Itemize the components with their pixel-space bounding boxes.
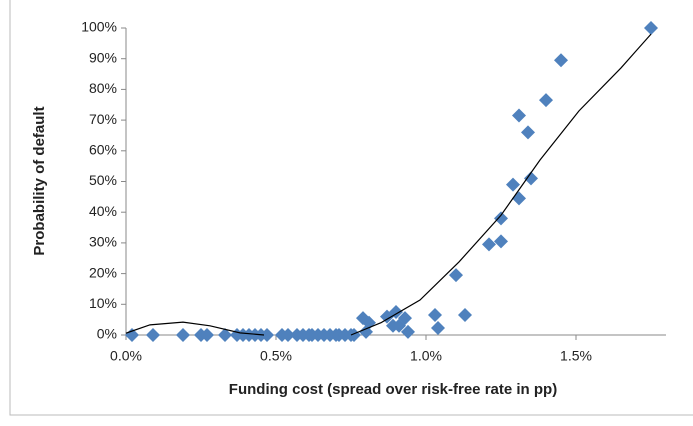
point [521,125,535,140]
y-tick-label: 90% [89,49,117,65]
y-tick-label: 100% [81,19,117,35]
point [554,53,568,68]
point [431,320,445,335]
point [176,328,190,342]
y-tick-label: 40% [89,203,117,219]
point [428,308,442,323]
point [524,171,538,186]
x-axis-label: Funding cost (spread over risk-free rate… [229,381,557,398]
point [260,328,274,342]
point [398,311,412,326]
point [347,328,361,342]
point [494,211,508,226]
point [644,21,658,35]
y-tick-label: 10% [89,295,117,311]
x-tick-label: 1.0% [410,348,442,364]
y-tick-label: 20% [89,264,117,280]
trend-line [125,33,652,336]
frame [9,0,693,416]
y-tick-label: 60% [89,142,117,158]
point [146,328,160,342]
y-tick-label: 80% [89,80,117,96]
y-axis-label: Probability of default [31,106,48,255]
point [506,177,520,192]
point [200,328,214,342]
point [494,234,508,249]
y-tick-label: 70% [89,111,117,127]
point [512,108,526,123]
x-tick-label: 1.5% [560,348,592,364]
y-tick-label: 50% [89,172,117,188]
x-tick-label: 0.5% [260,348,292,364]
point [512,191,526,206]
point [218,328,232,342]
point [482,237,496,252]
point [281,328,295,342]
point [539,93,553,108]
y-tick-label: 30% [89,234,117,250]
y-tick-label: 0% [97,326,117,342]
point [458,308,472,323]
point [125,328,139,342]
point [401,324,415,339]
x-tick-label: 0.0% [110,348,142,364]
point [449,268,463,283]
